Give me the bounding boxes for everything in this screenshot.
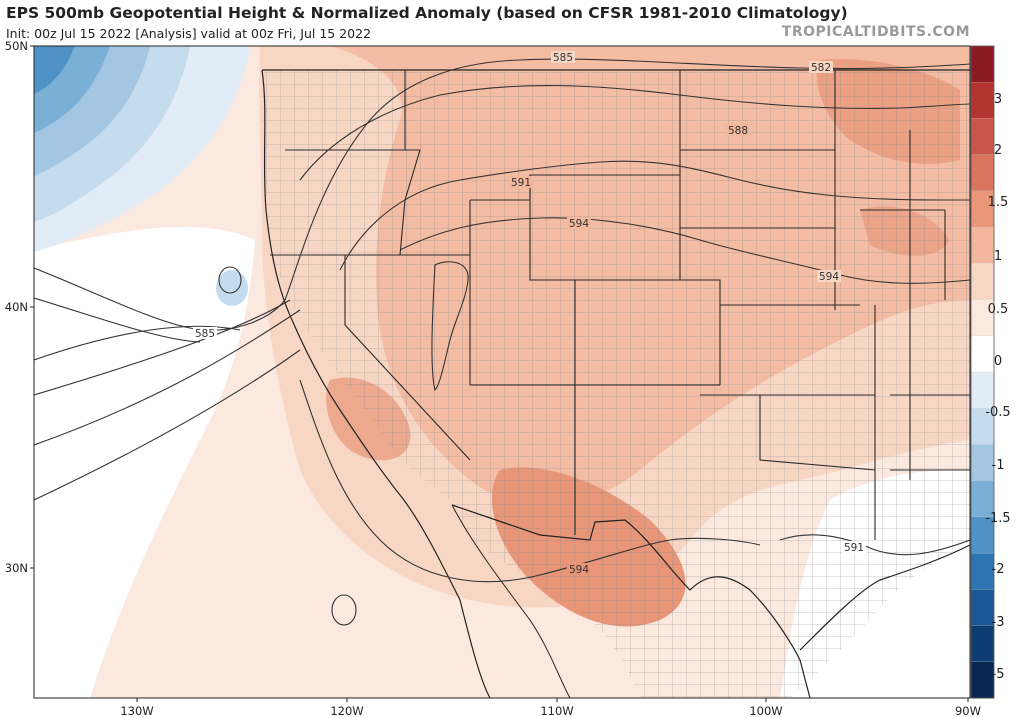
contour-594-south: [299, 379, 761, 583]
colorbar-swatch: [970, 226, 995, 264]
lat-label-30n: 30N: [5, 561, 28, 575]
gulf-coastline: [799, 544, 970, 651]
colorbar-swatch: [970, 263, 995, 301]
lon-axis: 130W 120W 110W 100W 90W: [120, 698, 981, 718]
colorbar-swatch: [970, 625, 995, 663]
colorbar-frame: [970, 45, 995, 699]
contour-591-southeast: [779, 534, 970, 556]
contour-label-9: 594: [569, 564, 589, 576]
colorbar-swatch: [970, 154, 995, 192]
lat-label-50n: 50N: [5, 39, 28, 53]
contour-label-7: 594: [819, 271, 839, 283]
chart-title: EPS 500mb Geopotential Height & Normaliz…: [6, 4, 848, 22]
contour-585: [34, 58, 970, 331]
contour-label-6: 585: [195, 328, 215, 340]
colorbar-labels: 3 2 1.5 1 0.5 0 -0.5 -1 -1.5 -2 -3 -5: [985, 92, 1010, 682]
contour-591: [339, 160, 970, 271]
anomaly-neutral-zone: [34, 226, 255, 698]
contour-label-5: 594: [569, 218, 589, 230]
anomaly-negative-spot: [216, 270, 248, 306]
colorbar-label-2: 2: [994, 143, 1002, 158]
contour-label-8: 591: [844, 542, 864, 554]
lon-label-120w: 120W: [330, 704, 363, 718]
colorbar-swatch: [970, 335, 995, 373]
lat-axis: 50N 40N 30N: [5, 39, 34, 575]
lon-label-90w: 90W: [955, 704, 981, 718]
lon-label-110w: 110W: [540, 704, 573, 718]
state-borders: [270, 70, 970, 540]
anomaly-negative-5: [34, 46, 75, 94]
map-field: 585 582 588 591 594 585 594 591 594: [34, 46, 970, 698]
colorbar: [970, 45, 995, 699]
colorbar-label-neg-1-5: -1.5: [985, 511, 1010, 526]
colorbar-label-1-5: 1.5: [988, 195, 1009, 210]
contour-label-2: 582: [811, 62, 831, 74]
contour-588: [299, 84, 970, 181]
watermark: TROPICALTIDBITS.COM: [781, 24, 970, 40]
height-contours: [34, 58, 970, 626]
colorbar-label-neg-1: -1: [992, 458, 1005, 473]
colorbar-swatch: [970, 371, 995, 409]
contour-label-4: 591: [511, 177, 531, 189]
lon-label-130w: 130W: [120, 704, 153, 718]
contour-594: [399, 217, 970, 284]
colorbar-label-3: 3: [994, 92, 1002, 107]
county-grid: [262, 70, 970, 698]
colorbar-label-1: 1: [994, 249, 1002, 264]
chart-subtitle: Init: 00z Jul 15 2022 [Analysis] valid a…: [6, 26, 372, 41]
colorbar-label-neg-5: -5: [992, 667, 1005, 682]
pacific-coastline: [261, 69, 491, 698]
colorbar-label-neg-0-5: -0.5: [985, 405, 1010, 420]
colorbar-label-neg-3: -3: [992, 615, 1005, 630]
colorbar-label-neg-2: -2: [992, 562, 1005, 577]
us-mexico-border: [451, 504, 811, 698]
colorbar-label-0: 0: [994, 354, 1002, 369]
lat-label-40n: 40N: [5, 300, 28, 314]
map-frame: [33, 45, 971, 699]
baja-coastline: [451, 504, 571, 698]
colorbar-swatch: [970, 82, 995, 120]
contour-label-1: 585: [553, 52, 573, 64]
contour-label-3: 588: [728, 125, 748, 137]
colorbar-label-0-5: 0.5: [988, 302, 1009, 317]
colorbar-swatch: [970, 118, 995, 156]
colorbar-swatch: [970, 45, 995, 83]
lon-label-100w: 100W: [749, 704, 782, 718]
contour-labels: 585 582 588 591 594 585 594 591 594: [193, 51, 866, 576]
